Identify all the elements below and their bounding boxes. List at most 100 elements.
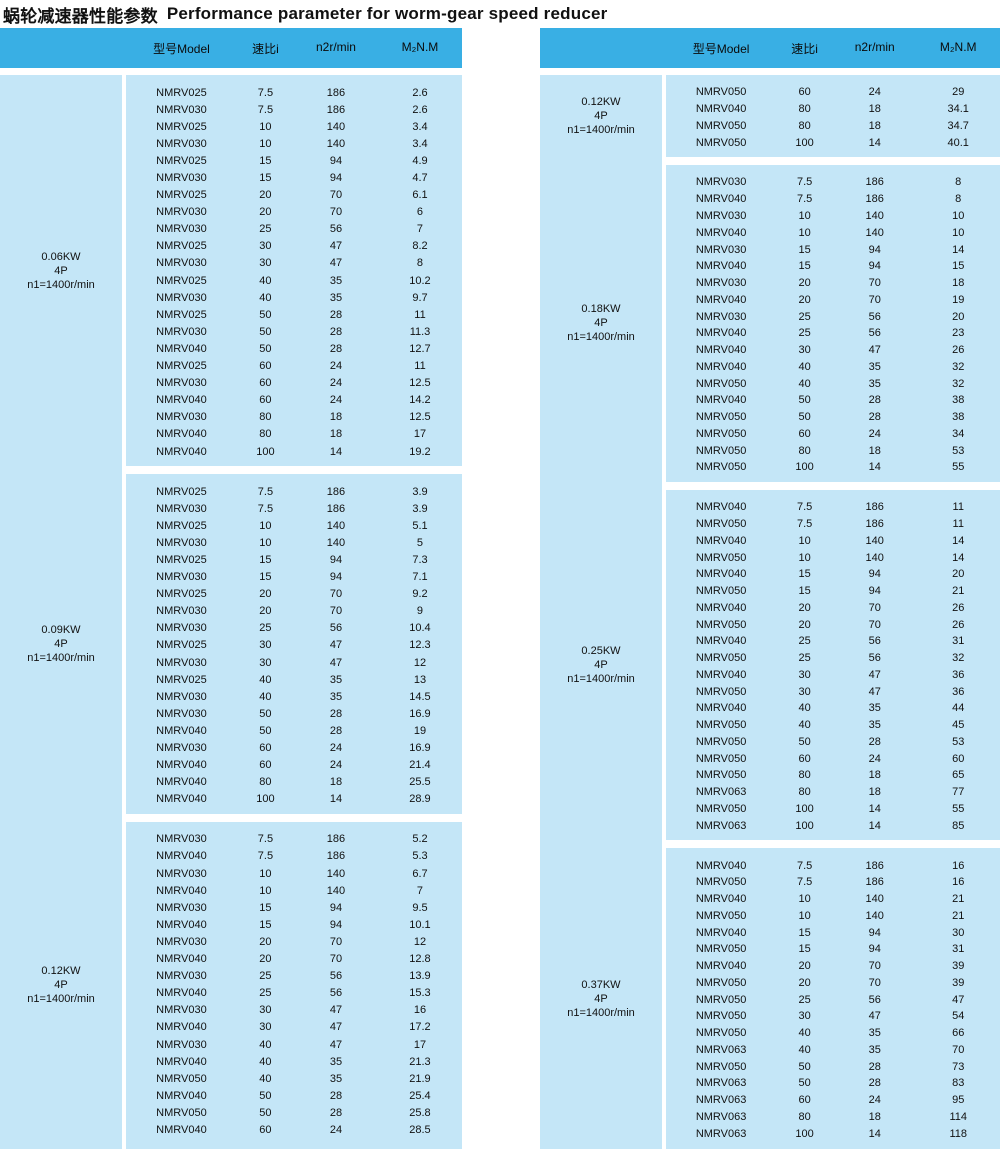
ratio-cell: 7.5 (796, 517, 813, 530)
table-row: NMRV040 80 18 17 (126, 426, 462, 443)
torque-cell: 21 (952, 909, 965, 922)
torque-cell: 19 (413, 724, 427, 737)
speed-cell: 186 (865, 876, 884, 889)
model-cell: NMRV040 (695, 601, 747, 614)
table-row: NMRV030 60 24 12.5 (126, 375, 462, 392)
ratio-cell: 100 (795, 1127, 814, 1140)
model-cell: NMRV050 (695, 551, 747, 564)
model-cell: NMRV030 (695, 277, 747, 290)
column-divider (662, 157, 666, 166)
table-row: NMRV050 30 47 54 (666, 1008, 1000, 1025)
table-row: NMRV050 80 18 34.7 (666, 118, 1000, 135)
column-divider (662, 840, 666, 849)
torque-cell: 10.2 (409, 274, 431, 287)
model-cell: NMRV040 (156, 1089, 207, 1102)
torque-cell: 12.5 (409, 411, 431, 424)
speed-cell: 140 (865, 893, 884, 906)
torque-cell: 11 (952, 517, 964, 530)
speed-cell: 47 (868, 668, 881, 681)
torque-cell: 29 (952, 86, 965, 99)
speed-cell: 35 (329, 1055, 343, 1068)
torque-cell: 25.8 (409, 1106, 431, 1119)
model-cell: NMRV040 (156, 1055, 207, 1068)
ratio-cell: 80 (259, 776, 272, 789)
torque-cell: 9.7 (412, 291, 428, 304)
model-cell: NMRV030 (695, 310, 747, 323)
model-cell: NMRV025 (156, 588, 207, 601)
group-label: 0.09KW 4P n1=1400r/min (0, 474, 122, 814)
speed-cell: 18 (868, 1111, 881, 1124)
group-gap (0, 466, 462, 475)
model-cell: NMRV040 (156, 776, 207, 789)
speed-cell: 94 (868, 260, 881, 273)
speed-cell: 24 (868, 1094, 881, 1107)
table-row: NMRV040 20 70 39 (666, 958, 1000, 975)
model-cell: NMRV025 (156, 189, 207, 202)
table-row: NMRV050 25 56 47 (666, 991, 1000, 1008)
table-row: NMRV025 60 24 11 (126, 358, 462, 375)
header-columns: 型号Model 速比i n2r/min M₂N.M (666, 40, 1000, 57)
ratio-cell: 25 (798, 310, 811, 323)
ratio-cell: 20 (259, 953, 272, 966)
torque-cell: 2.6 (412, 103, 428, 116)
torque-cell: 32 (952, 360, 965, 373)
torque-cell: 16.9 (409, 742, 431, 755)
column-divider (122, 466, 126, 475)
torque-cell: 26 (952, 618, 965, 631)
group-gap (0, 813, 462, 822)
torque-cell: 31 (952, 635, 965, 648)
speed-cell: 70 (868, 960, 881, 973)
table-row: NMRV050 80 18 65 (666, 767, 1000, 784)
data-block: NMRV050 60 24 29 NMRV040 80 18 34.1 NMRV050 80 18 3… (666, 75, 1000, 158)
model-cell: NMRV050 (695, 517, 747, 530)
ratio-cell: 80 (798, 103, 811, 116)
column-header-torque: M₂N.M (939, 39, 977, 54)
torque-cell: 9.2 (412, 588, 428, 601)
ratio-cell: 7.5 (796, 176, 813, 189)
group-label: 0.06KW 4P n1=1400r/min (0, 75, 122, 467)
ratio-cell: 50 (798, 394, 811, 407)
ratio-cell: 25 (798, 635, 811, 648)
torque-cell: 8 (955, 176, 962, 189)
ratio-cell: 15 (798, 585, 811, 598)
torque-cell: 6 (416, 206, 424, 219)
model-cell: NMRV063 (695, 1077, 747, 1090)
speed-cell: 24 (868, 427, 881, 440)
speed-cell: 140 (326, 884, 346, 897)
tables-wrap: 型号Model 速比i n2r/min M₂N.M 0.06KW 4P n1=140… (0, 28, 1000, 1149)
speed-cell: 186 (865, 859, 884, 872)
ratio-cell: 50 (259, 707, 272, 720)
torque-cell: 4.7 (412, 172, 428, 185)
ratio-cell: 80 (798, 1111, 811, 1124)
model-cell: NMRV050 (695, 411, 747, 424)
speed-cell: 70 (868, 976, 881, 989)
model-cell: NMRV030 (156, 707, 207, 720)
table-row: NMRV040 10 140 10 (666, 224, 1000, 241)
ratio-cell: 60 (259, 759, 272, 772)
model-cell: NMRV063 (695, 1111, 747, 1124)
table-row: NMRV030 10 140 6.7 (126, 865, 462, 882)
torque-cell: 10.1 (409, 918, 431, 931)
table-row: NMRV040 7.5 186 5.3 (126, 848, 462, 865)
table-row: NMRV030 30 47 12 (126, 654, 462, 671)
ratio-cell: 20 (259, 588, 272, 601)
ratio-cell: 10 (259, 120, 272, 133)
table-row: NMRV030 80 18 12.5 (126, 409, 462, 426)
torque-cell: 25.5 (409, 776, 431, 789)
model-cell: NMRV030 (156, 206, 207, 219)
ratio-cell: 80 (259, 428, 272, 441)
column-header-ratio: 速比i (791, 41, 818, 56)
ratio-cell: 15 (259, 553, 272, 566)
table-row: NMRV040 30 47 36 (666, 667, 1000, 684)
table-row: NMRV030 7.5 186 2.6 (126, 101, 462, 118)
torque-cell: 34 (952, 427, 965, 440)
ratio-cell: 50 (798, 411, 811, 424)
speed-cell: 24 (329, 1123, 343, 1136)
model-cell: NMRV050 (695, 752, 747, 765)
table-row: NMRV030 50 28 11.3 (126, 323, 462, 340)
ratio-cell: 80 (259, 411, 272, 424)
table-row: NMRV050 50 28 53 (666, 734, 1000, 751)
speed-cell: 70 (868, 277, 881, 290)
table-row: NMRV063 80 18 77 (666, 784, 1000, 801)
